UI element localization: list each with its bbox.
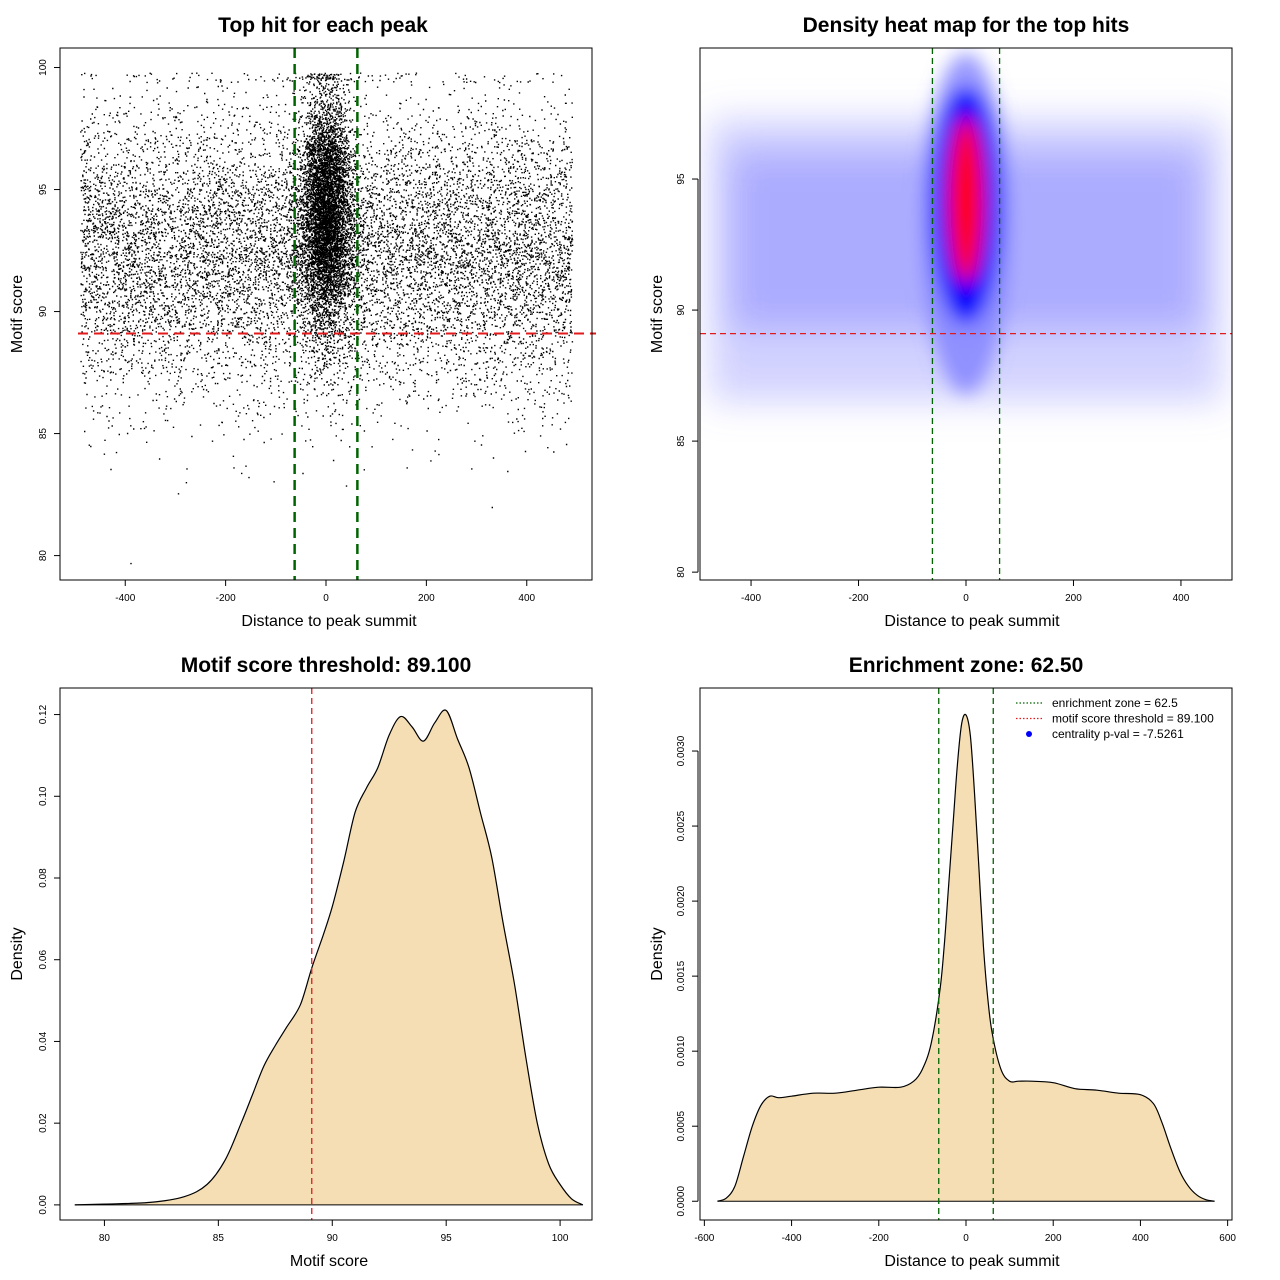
x-tick-label: -200 xyxy=(216,593,236,604)
y-tick-label: 95 xyxy=(38,184,49,196)
y-tick-label: 90 xyxy=(38,306,49,318)
y-axis: 0.00 0.02 0.04 0.06 0.08 0.10 0.12 xyxy=(38,704,61,1215)
heatmap xyxy=(700,48,1232,580)
y-tick-label: 85 xyxy=(676,435,687,447)
density-curve xyxy=(717,713,1215,1202)
panel-title: Motif score threshold: 89.100 xyxy=(181,654,472,677)
heatmap-core xyxy=(922,53,1010,394)
y-axis-label: Motif score xyxy=(649,275,666,353)
x-axis-label: Distance to peak summit xyxy=(884,613,1060,630)
x-tick-label: 85 xyxy=(213,1233,225,1244)
x-tick-label: 80 xyxy=(99,1233,111,1244)
y-tick-label: 0.10 xyxy=(38,786,49,806)
y-axis-label: Motif score xyxy=(9,275,26,353)
y-tick-label: 0.0020 xyxy=(676,885,687,916)
y-axis-label: Density xyxy=(649,927,666,980)
score-density-panel: 80 85 90 95 100 0.00 0.02 0.04 0.06 0.08 0.10 0.12 M… xyxy=(9,654,593,1270)
density-area xyxy=(74,710,583,1205)
x-axis-label: Distance to peak summit xyxy=(241,613,417,630)
scatter-panel: -400 -200 0 200 400 80 85 90 95 100 Top hit for ea… xyxy=(9,14,596,630)
x-tick-label: -400 xyxy=(782,1233,802,1244)
x-axis: -600 -400 -200 0 200 400 600 xyxy=(694,1219,1236,1244)
y-tick-label: 0.12 xyxy=(38,704,49,724)
y-tick-label: 80 xyxy=(676,566,687,578)
legend-label: motif score threshold = 89.100 xyxy=(1052,712,1214,726)
y-tick-label: 0.08 xyxy=(38,868,49,888)
x-tick-label: 100 xyxy=(552,1233,569,1244)
legend-label: centrality p-val = -7.5261 xyxy=(1052,727,1184,741)
x-tick-label: 0 xyxy=(323,593,329,604)
y-tick-label: 0.0015 xyxy=(676,960,687,991)
x-tick-label: -200 xyxy=(869,1233,889,1244)
panel-title: Enrichment zone: 62.50 xyxy=(849,654,1084,677)
x-tick-label: 0 xyxy=(963,593,969,604)
x-tick-label: -600 xyxy=(694,1233,714,1244)
x-tick-label: 400 xyxy=(1132,1233,1149,1244)
x-axis: -400 -200 0 200 400 xyxy=(741,579,1190,604)
x-tick-label: -400 xyxy=(741,593,761,604)
y-tick-label: 0.00 xyxy=(38,1195,49,1215)
x-tick-label: 95 xyxy=(441,1233,453,1244)
x-tick-label: -400 xyxy=(115,593,135,604)
y-axis: 80 85 90 95 100 xyxy=(38,59,61,562)
x-tick-label: 200 xyxy=(1045,1233,1062,1244)
x-axis-label: Motif score xyxy=(290,1253,368,1270)
distance-density-panel: -600 -400 -200 0 200 400 600 0.0000 0.0005 0.0010… xyxy=(649,654,1236,1270)
x-tick-label: 90 xyxy=(327,1233,339,1244)
y-tick-label: 100 xyxy=(38,59,49,76)
y-axis-label: Density xyxy=(9,927,26,980)
x-axis: 80 85 90 95 100 xyxy=(99,1219,569,1244)
y-tick-label: 0.0030 xyxy=(676,735,687,766)
y-tick-label: 0.0010 xyxy=(676,1035,687,1066)
y-tick-label: 0.02 xyxy=(38,1113,49,1133)
y-tick-label: 85 xyxy=(38,428,49,440)
legend-item: motif score threshold = 89.100 xyxy=(1016,712,1214,726)
x-axis-label: Distance to peak summit xyxy=(884,1253,1060,1270)
density-curve xyxy=(74,709,584,1206)
legend-item: centrality p-val = -7.5261 xyxy=(1026,727,1184,741)
heatmap-panel: -400 -200 0 200 400 80 85 90 95 Density heat map … xyxy=(649,14,1233,630)
x-tick-label: 0 xyxy=(963,1233,969,1244)
legend-label: enrichment zone = 62.5 xyxy=(1052,696,1178,710)
hotspot xyxy=(954,155,978,192)
x-tick-label: 400 xyxy=(1173,593,1190,604)
y-axis: 0.0000 0.0005 0.0010 0.0015 0.0020 0.0025 0.00… xyxy=(676,735,699,1217)
y-axis: 80 85 90 95 xyxy=(676,173,699,578)
legend-item: enrichment zone = 62.5 xyxy=(1016,696,1178,710)
scatter-points xyxy=(80,72,574,565)
legend-point-icon xyxy=(1026,731,1032,737)
y-tick-label: 90 xyxy=(676,304,687,316)
y-tick-label: 0.04 xyxy=(38,1031,49,1051)
x-tick-label: 400 xyxy=(518,593,535,604)
y-tick-label: 0.06 xyxy=(38,950,49,970)
x-axis: -400 -200 0 200 400 xyxy=(115,579,536,604)
x-tick-label: 600 xyxy=(1219,1233,1236,1244)
x-tick-label: 200 xyxy=(1065,593,1082,604)
x-tick-label: 200 xyxy=(418,593,435,604)
x-tick-label: -200 xyxy=(849,593,869,604)
core-red xyxy=(948,117,984,283)
y-tick-label: 0.0025 xyxy=(676,810,687,841)
panel-title: Top hit for each peak xyxy=(218,14,428,37)
y-tick-label: 95 xyxy=(676,173,687,185)
legend: enrichment zone = 62.5 motif score thresh… xyxy=(1016,696,1214,741)
panel-title: Density heat map for the top hits xyxy=(803,14,1130,37)
scatter-point xyxy=(80,72,574,565)
y-tick-label: 80 xyxy=(38,550,49,562)
density-area xyxy=(717,714,1215,1202)
y-tick-label: 0.0000 xyxy=(676,1186,687,1217)
y-tick-label: 0.0005 xyxy=(676,1110,687,1141)
